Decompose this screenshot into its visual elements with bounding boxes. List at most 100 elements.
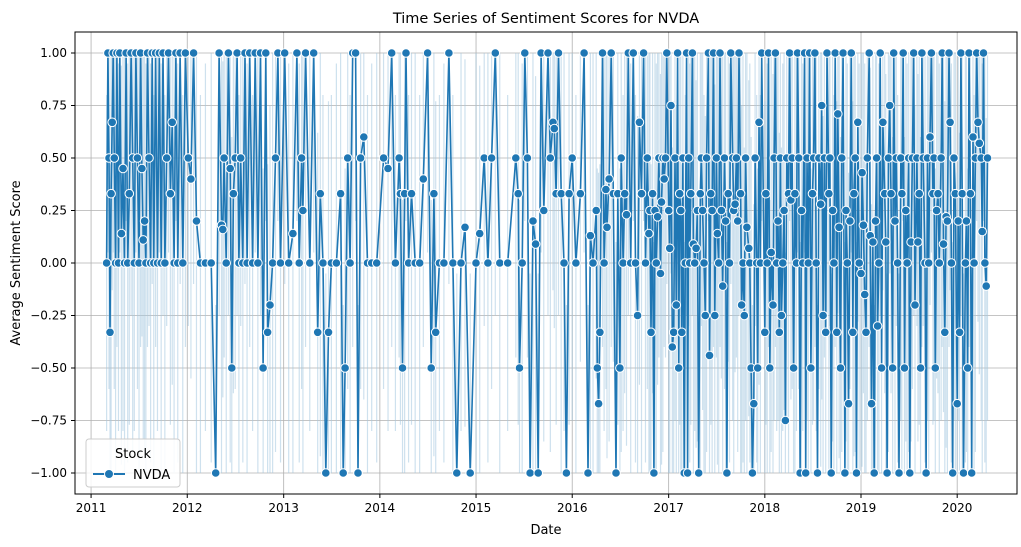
data-point (954, 327, 965, 338)
data-point (553, 48, 564, 58)
data-point (674, 188, 685, 199)
data-point (549, 123, 560, 134)
data-point (139, 216, 150, 226)
data-point (228, 188, 239, 199)
series-markers (101, 48, 993, 478)
data-point (843, 398, 854, 409)
data-point (788, 363, 799, 373)
data-point (265, 300, 275, 310)
data-point (261, 48, 271, 58)
data-point (862, 153, 873, 163)
data-point (770, 48, 781, 58)
data-point (646, 327, 656, 338)
data-point (611, 468, 621, 478)
series-line-layer (105, 52, 989, 474)
data-point (116, 228, 127, 239)
data-point (840, 468, 850, 478)
data-point (944, 48, 954, 58)
data-point (854, 258, 865, 268)
y-tick-label: 1.00 (40, 46, 67, 60)
legend-title: Stock (115, 447, 151, 462)
data-point (717, 281, 728, 291)
data-point (931, 205, 942, 216)
data-point (723, 188, 734, 199)
data-point (430, 327, 441, 338)
data-point (776, 310, 787, 321)
data-point (898, 48, 909, 58)
data-point (934, 258, 945, 268)
data-point (599, 258, 609, 268)
data-point (747, 468, 758, 478)
data-point (832, 327, 842, 338)
data-point (848, 327, 858, 338)
data-point (275, 258, 286, 268)
data-point (267, 258, 278, 268)
data-point (232, 48, 242, 58)
data-point (575, 188, 586, 199)
data-point (137, 163, 147, 174)
data-point (132, 153, 143, 163)
data-point (206, 258, 216, 268)
data-point (774, 327, 785, 338)
data-point (827, 205, 838, 216)
data-point (138, 235, 148, 245)
data-point (606, 48, 617, 58)
data-point (731, 153, 742, 163)
data-point (794, 153, 804, 163)
data-point (640, 258, 651, 268)
data-point (822, 48, 832, 58)
data-point (632, 310, 643, 321)
data-point (687, 48, 698, 58)
data-point (719, 153, 730, 163)
data-point (913, 237, 923, 247)
data-point (533, 468, 544, 478)
data-point (298, 205, 308, 216)
data-point (183, 153, 194, 163)
data-point (621, 209, 632, 220)
data-point (960, 258, 971, 268)
data-point (673, 363, 684, 373)
data-point (602, 222, 612, 233)
data-point (218, 224, 228, 235)
data-point (901, 205, 911, 216)
data-point (592, 363, 603, 373)
data-point (315, 188, 326, 199)
data-point (401, 48, 411, 58)
data-point (701, 153, 712, 163)
y-tick-label: −0.25 (30, 309, 67, 323)
data-point (180, 48, 191, 58)
data-point (564, 188, 574, 199)
data-point (754, 117, 764, 128)
data-point (890, 216, 900, 226)
data-point (938, 239, 949, 249)
data-point (338, 468, 349, 478)
y-tick-label: 0.25 (40, 204, 67, 218)
data-point (340, 363, 350, 373)
data-point (790, 188, 800, 199)
data-point (973, 117, 983, 128)
data-point (914, 188, 925, 199)
chart-title: Time Series of Sentiment Scores for NVDA (392, 11, 699, 27)
data-point (288, 228, 298, 239)
data-point (899, 363, 910, 373)
data-point (559, 258, 569, 268)
data-point (693, 468, 704, 478)
data-point (483, 258, 493, 268)
data-point (886, 188, 896, 199)
data-point (588, 258, 598, 268)
data-point (949, 153, 959, 163)
data-point (292, 48, 302, 58)
data-point (736, 300, 747, 310)
data-point (253, 258, 263, 268)
x-tick-label: 2015 (461, 501, 492, 515)
data-point (383, 163, 393, 174)
data-point (109, 153, 120, 163)
data-point (331, 258, 342, 268)
data-point (167, 117, 177, 128)
data-point (818, 310, 828, 321)
data-point (700, 310, 711, 321)
x-tick-label: 2018 (750, 501, 781, 515)
data-point (812, 468, 823, 478)
data-point (178, 258, 188, 268)
data-point (651, 258, 662, 268)
